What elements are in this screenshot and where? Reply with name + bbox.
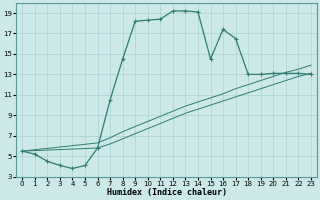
X-axis label: Humidex (Indice chaleur): Humidex (Indice chaleur) [107,188,227,197]
